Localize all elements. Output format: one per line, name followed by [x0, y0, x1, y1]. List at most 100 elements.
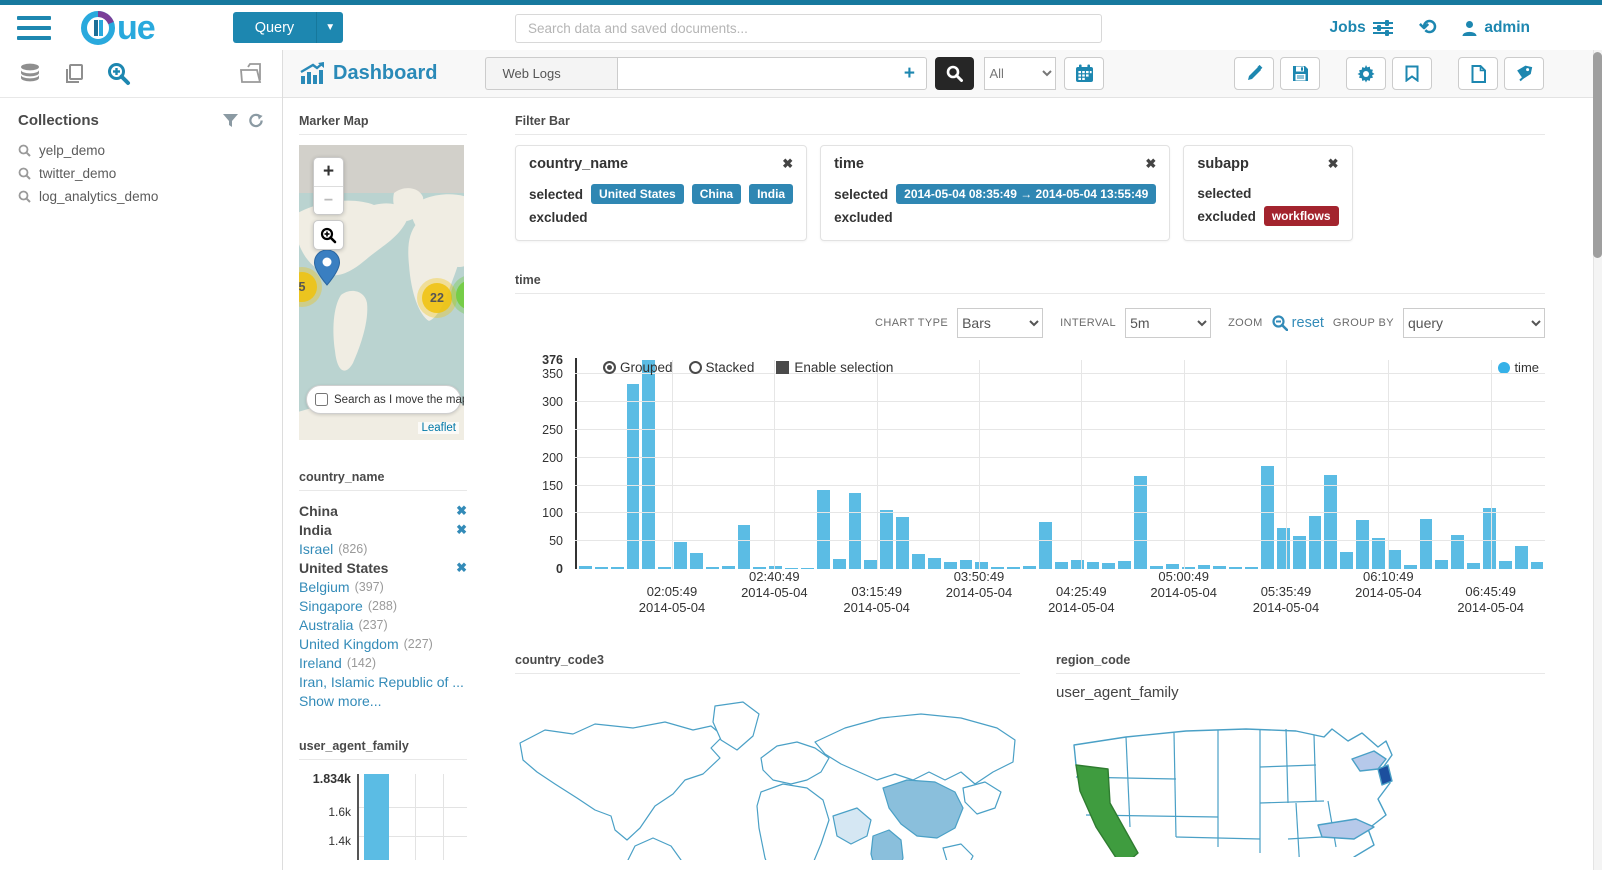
- user-agent-family-chart[interactable]: 1.834k1.6k1.4k: [299, 774, 467, 860]
- vertical-scrollbar[interactable]: [1593, 50, 1602, 870]
- time-bar[interactable]: [674, 542, 687, 569]
- map-magnify-button[interactable]: [313, 220, 344, 250]
- map-zoom-control[interactable]: + −: [313, 157, 344, 215]
- edit-dashboard-button[interactable]: [1234, 57, 1274, 90]
- region-code-map[interactable]: [1056, 707, 1545, 857]
- time-bar[interactable]: [975, 562, 988, 569]
- chart-type-select[interactable]: Bars: [957, 308, 1043, 338]
- filter-badge[interactable]: workflows: [1264, 206, 1339, 226]
- close-filter-icon[interactable]: ✖: [1328, 156, 1339, 172]
- marker-map[interactable]: + − 5 22: [299, 145, 464, 440]
- time-chart[interactable]: Grouped Stacked Enable selection time 37…: [515, 360, 1545, 625]
- time-bar[interactable]: [960, 560, 973, 569]
- database-assist-icon[interactable]: [18, 62, 42, 86]
- documents-assist-icon[interactable]: [62, 62, 86, 86]
- time-bar[interactable]: [1483, 508, 1496, 569]
- dashboard-search-button[interactable]: [935, 57, 974, 90]
- query-dropdown-caret-icon[interactable]: ▼: [316, 12, 343, 43]
- time-bar[interactable]: [1324, 475, 1337, 569]
- facet-remove-icon[interactable]: ✖: [456, 522, 467, 538]
- time-bar[interactable]: [912, 554, 925, 569]
- time-bar[interactable]: [864, 560, 877, 569]
- show-more-link[interactable]: Show more...: [299, 691, 467, 709]
- facet-value-link[interactable]: Ireland: [299, 655, 342, 671]
- time-bar[interactable]: [1340, 552, 1353, 569]
- facet-value-link[interactable]: Belgium: [299, 579, 350, 595]
- history-icon[interactable]: ⟲: [1419, 15, 1437, 40]
- time-bar[interactable]: [1499, 561, 1512, 569]
- time-bar[interactable]: [1388, 550, 1401, 569]
- filter-badge[interactable]: India: [749, 184, 793, 204]
- jobs-link[interactable]: Jobs: [1330, 19, 1393, 37]
- global-search-input[interactable]: [515, 14, 1102, 43]
- time-bar[interactable]: [833, 559, 846, 569]
- hamburger-menu-icon[interactable]: [17, 16, 51, 40]
- query-button-label[interactable]: Query: [233, 12, 317, 43]
- dashboard-query-input[interactable]: [618, 58, 892, 89]
- add-query-button[interactable]: +: [892, 58, 926, 89]
- close-filter-icon[interactable]: ✖: [782, 156, 793, 172]
- time-bar[interactable]: [690, 553, 703, 569]
- time-bar[interactable]: [817, 490, 830, 569]
- time-bar[interactable]: [1356, 520, 1369, 569]
- time-bar[interactable]: [1309, 516, 1322, 569]
- enable-selection-checkbox[interactable]: Enable selection: [776, 360, 893, 375]
- time-bar[interactable]: [642, 360, 655, 569]
- facet-remove-icon[interactable]: ✖: [456, 503, 467, 519]
- time-bar[interactable]: [1055, 562, 1068, 569]
- tags-button[interactable]: [1504, 57, 1544, 90]
- facet-value-link[interactable]: Singapore: [299, 598, 363, 614]
- time-bar[interactable]: [738, 525, 751, 569]
- facet-value-link[interactable]: United Kingdom: [299, 636, 399, 652]
- group-by-select[interactable]: query: [1403, 308, 1545, 338]
- time-chart-bars[interactable]: [579, 360, 1543, 569]
- time-bar[interactable]: [1420, 519, 1433, 569]
- facet-value-link[interactable]: Iran, Islamic Republic of ...: [299, 674, 464, 690]
- time-bar[interactable]: [1134, 476, 1147, 569]
- user-menu[interactable]: admin: [1462, 19, 1530, 37]
- query-split-button[interactable]: Query ▼: [233, 12, 344, 43]
- time-bar[interactable]: [627, 384, 640, 569]
- interval-select[interactable]: 5m: [1125, 308, 1211, 338]
- close-filter-icon[interactable]: ✖: [1145, 156, 1156, 172]
- map-search-as-move-checkbox[interactable]: [315, 392, 328, 407]
- settings-button[interactable]: [1346, 57, 1386, 90]
- filter-badge[interactable]: United States: [591, 184, 684, 204]
- time-bar[interactable]: [849, 493, 862, 569]
- search-plus-assist-icon[interactable]: [106, 61, 131, 86]
- filter-funnel-icon[interactable]: [223, 113, 238, 128]
- time-bar[interactable]: [1531, 562, 1544, 569]
- facet-value-link[interactable]: Israel: [299, 541, 333, 557]
- time-chart-plot[interactable]: 376350300250200150100500: [575, 360, 1545, 569]
- time-bar[interactable]: [1435, 560, 1448, 569]
- time-bar[interactable]: [928, 558, 941, 569]
- time-scope-select[interactable]: All: [984, 57, 1056, 90]
- facet-value-link[interactable]: India: [299, 522, 332, 538]
- collection-item[interactable]: yelp_demo: [18, 139, 264, 162]
- hue-logo[interactable]: ue: [81, 11, 155, 45]
- collection-item[interactable]: log_analytics_demo: [18, 185, 264, 208]
- user-agent-chart-plot[interactable]: [357, 774, 467, 860]
- time-bar[interactable]: [1277, 528, 1290, 569]
- facet-value-link[interactable]: United States: [299, 560, 388, 576]
- folder-icon[interactable]: [239, 62, 264, 85]
- time-bar[interactable]: [1087, 562, 1100, 569]
- time-bar[interactable]: [944, 562, 957, 569]
- facet-remove-icon[interactable]: ✖: [456, 560, 467, 576]
- collection-item[interactable]: twitter_demo: [18, 162, 264, 185]
- collection-name-box[interactable]: Web Logs: [485, 57, 617, 90]
- country-code3-map[interactable]: [515, 688, 1020, 860]
- calendar-button[interactable]: [1064, 57, 1104, 90]
- leaflet-attribution-link[interactable]: Leaflet: [418, 422, 459, 434]
- user-agent-bar[interactable]: [364, 774, 389, 860]
- refresh-icon[interactable]: [248, 113, 264, 128]
- time-bar[interactable]: [896, 517, 909, 569]
- filter-badge[interactable]: 2014-05-04 08:35:49 → 2014-05-04 13:55:4…: [896, 184, 1156, 204]
- time-bar[interactable]: [1118, 561, 1131, 569]
- facet-value-link[interactable]: China: [299, 503, 338, 519]
- time-bar[interactable]: [1039, 522, 1052, 569]
- time-bar[interactable]: [1372, 538, 1385, 569]
- stacked-radio[interactable]: Stacked: [689, 360, 755, 375]
- facet-value-link[interactable]: Australia: [299, 617, 353, 633]
- map-zoom-out-button[interactable]: −: [314, 186, 343, 214]
